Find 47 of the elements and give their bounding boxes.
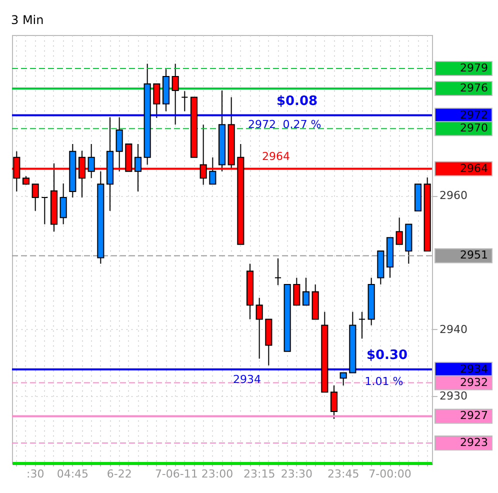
candlestick: [396, 217, 403, 245]
x-tick-label: 23:30: [280, 468, 313, 480]
annotation: $0.08: [276, 94, 318, 109]
y-tick-label: 2940: [440, 322, 468, 336]
candlestick: [41, 197, 48, 225]
candlestick: [116, 116, 123, 172]
x-tick-label: 23:45: [327, 468, 360, 480]
candlestick: [32, 184, 39, 212]
ref-line-label: 2923: [460, 436, 488, 449]
candlestick: [256, 297, 263, 360]
ref-line-label: 2970: [460, 122, 488, 135]
annotation: 1.01 %: [364, 375, 404, 388]
candlestick: [88, 144, 95, 179]
candlestick: [209, 156, 216, 185]
candlestick: [274, 258, 282, 286]
candlestick: [181, 90, 188, 112]
ref-line-label: 2934: [460, 362, 488, 376]
x-tick-label: 6-22: [106, 468, 132, 480]
candlestick: [153, 83, 160, 118]
x-tick-label: 7-06-11 23:00: [154, 468, 234, 480]
annotation: 2964: [262, 150, 290, 163]
x-tick-label: :30: [26, 468, 44, 480]
candlestick: [172, 63, 179, 126]
x-tick-label: 04:45: [56, 468, 89, 480]
ref-line-label: 2932: [460, 376, 488, 389]
ref-line-label: 2979: [460, 61, 488, 74]
candlestick: [340, 372, 347, 386]
candlestick: [293, 277, 300, 306]
annotation: 2972: [248, 118, 276, 131]
y-tick-label: 2960: [440, 189, 468, 202]
y-tick-label: 2930: [440, 390, 468, 403]
ref-line-label: 2951: [460, 248, 488, 262]
annotation: $0.30: [366, 348, 408, 363]
ref-line-label: 2972: [460, 108, 488, 122]
ref-line-label: 2976: [460, 82, 488, 94]
candlestick: [60, 182, 67, 225]
ref-line-label: 2964: [460, 162, 488, 175]
candlestick: [330, 384, 338, 420]
x-tick-label: 23:15: [243, 468, 276, 480]
ref-line-label: 2927: [460, 409, 488, 422]
x-tick-label: 7-00:00: [368, 468, 412, 480]
chart-title: 3 Min: [11, 13, 44, 27]
annotation: 2934: [233, 373, 261, 386]
candlestick: [358, 311, 366, 340]
annotation: 0.27 %: [282, 118, 322, 131]
candlestick: [302, 277, 310, 306]
candlestick: [134, 144, 142, 192]
